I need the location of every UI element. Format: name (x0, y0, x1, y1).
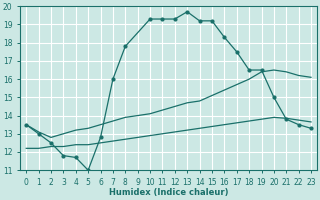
X-axis label: Humidex (Indice chaleur): Humidex (Indice chaleur) (109, 188, 228, 197)
